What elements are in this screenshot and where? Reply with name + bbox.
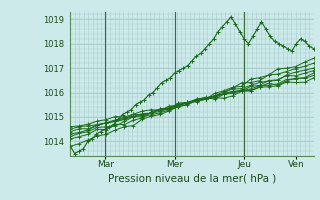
X-axis label: Pression niveau de la mer( hPa ): Pression niveau de la mer( hPa ) <box>108 173 276 183</box>
